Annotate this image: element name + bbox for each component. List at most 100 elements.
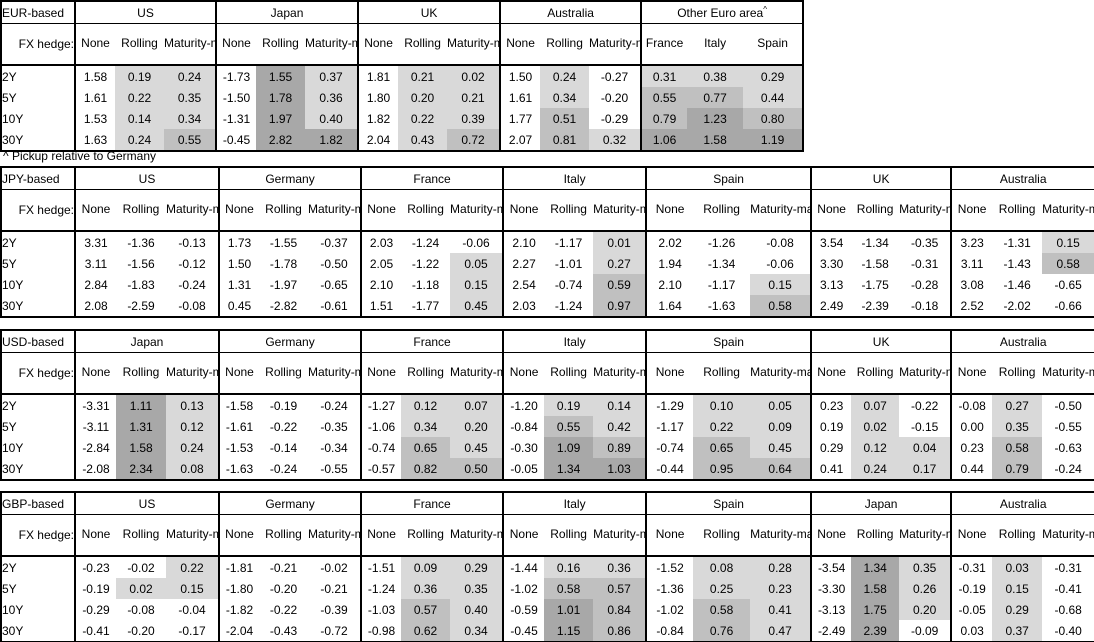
value-cell: 1.15 bbox=[544, 620, 594, 642]
value-cell: -0.57 bbox=[360, 458, 402, 480]
value-cell: -0.08 bbox=[766, 235, 794, 250]
value-cell: -0.37 bbox=[320, 235, 348, 250]
value-cell: 0.23 bbox=[750, 578, 812, 599]
value-cell: -3.31 bbox=[74, 394, 116, 416]
col-header-rolling: Rolling bbox=[992, 189, 1043, 232]
value-cell: -0.19 bbox=[950, 578, 993, 599]
group-header-italy: Italy bbox=[502, 167, 647, 190]
value-cell: -3.13 bbox=[810, 599, 852, 620]
value-cell: 0.42 bbox=[593, 416, 647, 437]
value-cell: -0.27 bbox=[600, 69, 629, 84]
data-row-30y: 30Y 2.08 -2.59 -0.08 0.45 -2.82 -0.61 1.51 -1.77… bbox=[1, 295, 1094, 317]
value-cell: 1.31 bbox=[218, 274, 260, 295]
value-cell: -0.19 bbox=[74, 578, 116, 599]
value-cell: 0.57 bbox=[593, 578, 647, 599]
col-header-maturity-matched: Maturity-matched bbox=[308, 189, 362, 232]
value-cell: -0.50 bbox=[320, 256, 348, 271]
value-cell: 0.01 bbox=[593, 231, 647, 253]
fx-hedge-label: FX hedge: bbox=[1, 352, 75, 395]
value-cell: -0.08 bbox=[178, 298, 206, 313]
value-cell: 2.10 bbox=[645, 274, 694, 295]
value-cell: -1.29 bbox=[645, 394, 694, 416]
value-cell: -0.20 bbox=[269, 581, 298, 596]
value-cell: 0.41 bbox=[750, 599, 812, 620]
footnote: ^ Pickup relative to Germany bbox=[3, 149, 157, 163]
value-cell: -0.21 bbox=[269, 560, 298, 575]
value-cell: -0.74 bbox=[645, 437, 694, 458]
value-cell: 0.39 bbox=[447, 108, 501, 129]
value-cell: -0.20 bbox=[127, 623, 155, 638]
value-cell: -1.78 bbox=[269, 256, 298, 271]
tenor-label: 10Y bbox=[2, 111, 24, 126]
value-cell: 0.24 bbox=[540, 65, 590, 87]
value-cell: 0.05 bbox=[450, 253, 504, 274]
col-header-rolling: Rolling bbox=[693, 352, 751, 395]
value-cell: -1.34 bbox=[861, 235, 889, 250]
data-row-10y: 10Y -2.84 1.58 0.24 -1.53 -0.14 -0.34 -0.74 0.65… bbox=[1, 437, 1094, 458]
value-cell: 1.19 bbox=[743, 129, 804, 151]
value-cell: -1.17 bbox=[554, 235, 583, 250]
value-cell: 0.12 bbox=[851, 437, 900, 458]
value-cell: 3.31 bbox=[74, 231, 116, 253]
col-header-rolling: Rolling bbox=[401, 189, 451, 232]
value-cell: -2.02 bbox=[1003, 298, 1031, 313]
value-cell: 0.29 bbox=[992, 599, 1043, 620]
value-cell: 2.82 bbox=[256, 129, 306, 151]
table-eur-based: EUR-based US Japan UK Australia Other Euro ar… bbox=[0, 0, 805, 152]
value-cell: 1.77 bbox=[499, 108, 541, 129]
value-cell: -0.08 bbox=[127, 602, 155, 617]
col-header-maturity-matched: Maturity-matched bbox=[1042, 189, 1094, 232]
value-cell: -1.06 bbox=[360, 416, 402, 437]
value-cell: 0.29 bbox=[450, 556, 504, 578]
value-cell: 1.61 bbox=[74, 87, 115, 108]
value-cell: -1.36 bbox=[127, 235, 155, 250]
value-cell: 0.29 bbox=[743, 65, 804, 87]
value-cell: 0.58 bbox=[544, 578, 594, 599]
value-cell: -0.06 bbox=[462, 235, 490, 250]
value-cell: -1.82 bbox=[218, 599, 260, 620]
table-gbp-based: GBP-based US Germany France Italy Spain Japan A… bbox=[0, 491, 1094, 642]
value-cell: 0.58 bbox=[992, 437, 1043, 458]
data-row-10y: 10Y 2.84 -1.83 -0.24 1.31 -1.97 -0.65 2.10 -1.18… bbox=[1, 274, 1094, 295]
group-header-italy: Italy bbox=[502, 330, 647, 353]
data-table: JPY-based US Germany France Italy Spain UK Aust… bbox=[0, 166, 1094, 318]
col-header-rolling: Rolling bbox=[398, 23, 448, 66]
col-header-maturity-matched: Maturity-matched bbox=[1042, 514, 1094, 557]
group-header-japan: Japan bbox=[73, 330, 220, 353]
value-cell: -1.36 bbox=[645, 578, 694, 599]
value-cell: 2.03 bbox=[502, 295, 545, 317]
value-cell: -3.11 bbox=[74, 416, 116, 437]
value-cell: 1.34 bbox=[851, 556, 900, 578]
data-row-10y: 10Y -0.29 -0.08 -0.04 -1.82 -0.22 -0.39 -1.03 0.… bbox=[1, 599, 1094, 620]
col-header-maturity-matched: Maturity-matched bbox=[593, 352, 647, 395]
value-cell: 0.25 bbox=[693, 578, 751, 599]
value-cell: 0.84 bbox=[593, 599, 647, 620]
col-header-maturity-matched: Maturity-matched bbox=[308, 514, 362, 557]
value-cell: 0.14 bbox=[115, 108, 164, 129]
base-currency-label: JPY-based bbox=[1, 167, 75, 190]
value-cell: 0.05 bbox=[750, 394, 812, 416]
col-header-none: None bbox=[357, 23, 399, 66]
value-cell: -0.35 bbox=[320, 419, 348, 434]
col-header-maturity-matched: Maturity-matched bbox=[164, 23, 217, 66]
col-header-maturity-matched: Maturity-matched bbox=[308, 352, 362, 395]
value-cell: 1.06 bbox=[640, 129, 688, 151]
value-cell: -0.14 bbox=[269, 440, 298, 455]
value-cell: -0.65 bbox=[1054, 277, 1082, 292]
value-cell: -1.75 bbox=[861, 277, 889, 292]
value-cell: 1.03 bbox=[593, 458, 647, 480]
value-cell: -0.29 bbox=[74, 599, 116, 620]
col-header-maturity-matched: Maturity-matched bbox=[750, 514, 812, 557]
value-cell: -0.74 bbox=[554, 277, 583, 292]
value-cell: 2.03 bbox=[360, 231, 402, 253]
value-cell: -1.17 bbox=[645, 416, 694, 437]
value-cell: -1.52 bbox=[645, 556, 694, 578]
group-header-australia: Australia bbox=[950, 167, 1094, 190]
value-cell: -0.34 bbox=[320, 440, 348, 455]
value-cell: 0.38 bbox=[687, 65, 744, 87]
value-cell: -0.84 bbox=[502, 416, 545, 437]
value-cell: 0.34 bbox=[164, 108, 217, 129]
col-header-rolling: Rolling bbox=[256, 23, 306, 66]
group-header-us: US bbox=[73, 1, 217, 24]
value-cell: -0.21 bbox=[320, 581, 348, 596]
